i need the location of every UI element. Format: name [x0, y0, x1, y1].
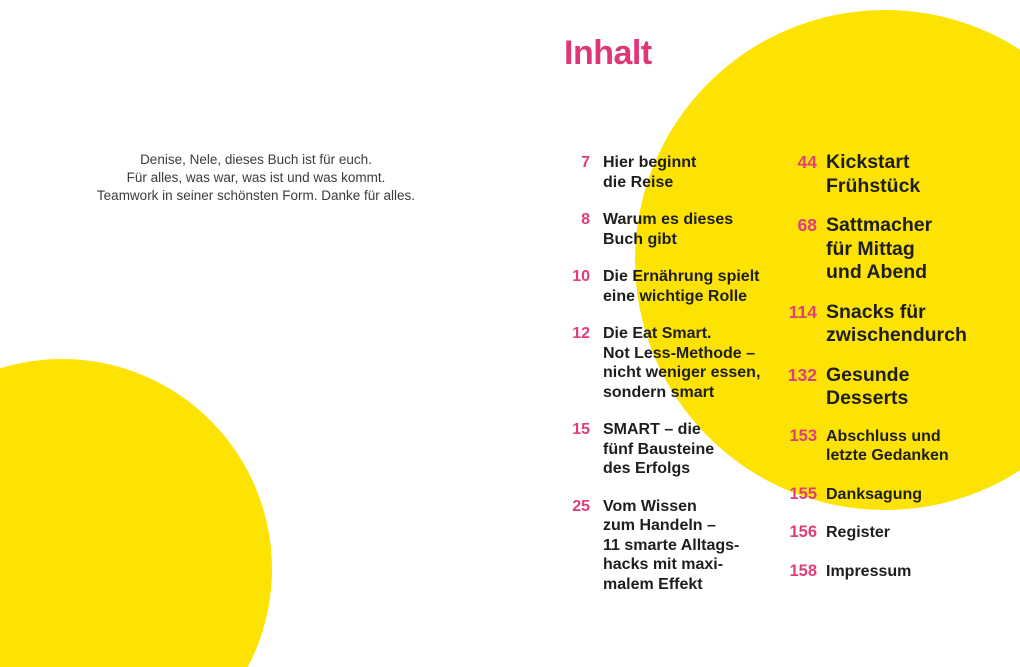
toc-page-number: 10: [572, 268, 590, 285]
toc-entry-title: Register: [826, 524, 891, 541]
toc-entry-title: Sattmacher für Mittag und Abend: [826, 214, 933, 283]
toc-entry-title: Kickstart Frühstück: [826, 151, 921, 197]
dedication-line: Für alles, was war, was ist und was komm…: [126, 170, 386, 185]
toc-page-number: 68: [797, 215, 817, 235]
dedication-line: Denise, Nele, dieses Buch ist für euch.: [140, 152, 372, 167]
toc-page-number: 12: [572, 325, 590, 342]
toc-entry-title: Snacks für zwischendurch: [826, 300, 967, 347]
toc-entry: 12 Die Eat Smart. Not Less-Methode – nic…: [564, 324, 782, 402]
toc-entry: 114 Snacks für zwischendurch: [781, 301, 1019, 348]
toc-entry: 153 Abschluss und letzte Gedanken: [781, 427, 1019, 466]
toc-page-number: 156: [789, 523, 817, 541]
dedication: Denise, Nele, dieses Buch ist für euch. …: [0, 151, 512, 205]
toc-entry-title: SMART – die fünf Bausteine des Erfolgs: [603, 421, 715, 477]
toc-entry: 10 Die Ernährung spielt eine wichtige Ro…: [564, 267, 782, 306]
toc-page-number: 44: [797, 152, 817, 172]
toc-entry: 25 Vom Wissen zum Handeln – 11 smarte Al…: [564, 497, 782, 595]
toc-column-1: 7 Hier beginnt die Reise 8 Warum es dies…: [564, 153, 782, 612]
toc-column-2: 44 Kickstart Frühstück 68 Sattmacher für…: [781, 151, 1019, 600]
toc-entry: 8 Warum es dieses Buch gibt: [564, 210, 782, 249]
toc-entry-title: Gesunde Desserts: [826, 363, 910, 410]
toc-entry-title: Die Ernährung spielt eine wichtige Rolle: [603, 268, 760, 305]
toc-entry-title: Warum es dieses Buch gibt: [603, 211, 734, 248]
toc-entry: 158 Impressum: [781, 562, 1019, 582]
toc-entry: 68 Sattmacher für Mittag und Abend: [781, 214, 1019, 285]
toc-page-number: 132: [787, 364, 817, 385]
yellow-circle-top-right: [635, 10, 1020, 510]
toc-page-number: 158: [789, 561, 817, 580]
page-title: Inhalt: [564, 34, 652, 72]
toc-entry: 7 Hier beginnt die Reise: [564, 153, 782, 192]
toc-entry: 155 Danksagung: [781, 485, 1019, 505]
toc-page-number: 114: [788, 301, 817, 322]
toc-page-number: 155: [789, 484, 817, 503]
toc-page-number: 25: [572, 497, 590, 515]
toc-entry: 15 SMART – die fünf Bausteine des Erfolg…: [564, 420, 782, 479]
toc-entry-title: Danksagung: [826, 485, 923, 503]
toc-page-number: 7: [581, 154, 590, 171]
toc-page-number: 153: [789, 426, 817, 445]
toc-entry-title: Die Eat Smart. Not Less-Methode – nicht …: [603, 325, 761, 401]
toc-entry-title: Hier beginnt die Reise: [603, 154, 697, 191]
toc-entry: 132 Gesunde Desserts: [781, 364, 1019, 411]
yellow-circle-bottom-left: [0, 359, 272, 667]
toc-page-number: 15: [572, 421, 590, 438]
dedication-line: Teamwork in seiner schönsten Form. Danke…: [96, 188, 416, 203]
toc-entry: 44 Kickstart Frühstück: [781, 151, 1019, 198]
toc-entry-title: Vom Wissen zum Handeln – 11 smarte Allta…: [603, 497, 740, 593]
toc-entry-title: Abschluss und letzte Gedanken: [826, 427, 949, 465]
toc-entry: 156 Register: [781, 523, 1019, 543]
toc-entry-title: Impressum: [826, 562, 912, 580]
toc-page-number: 8: [581, 211, 590, 228]
